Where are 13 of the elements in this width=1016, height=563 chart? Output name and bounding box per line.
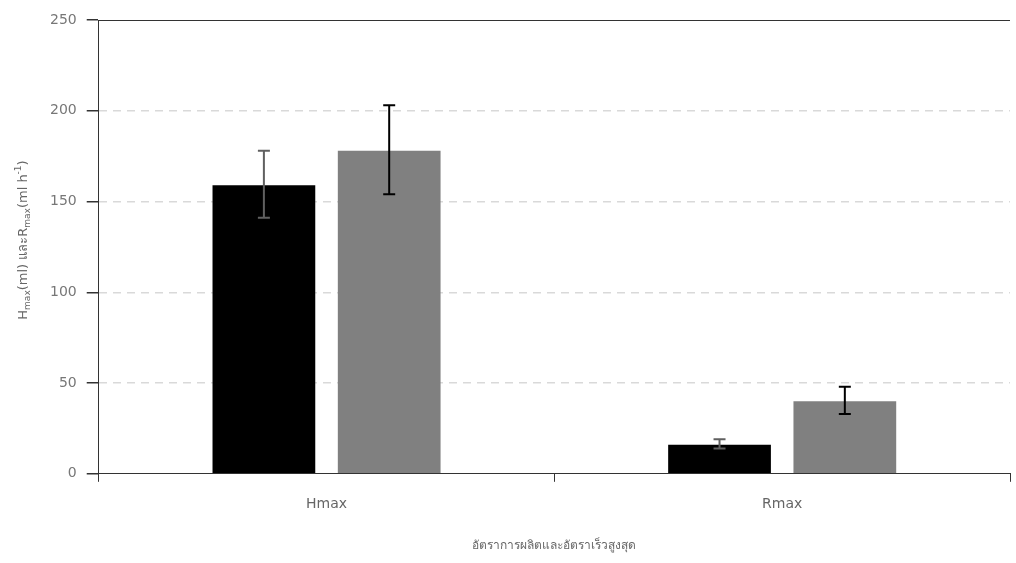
bar	[793, 401, 897, 474]
bar	[668, 444, 771, 474]
y-tick-label: 50	[58, 373, 77, 390]
y-tick-label: 0	[67, 464, 77, 481]
x-tick-label: Hmax	[306, 494, 348, 511]
y-tick-label: 150	[49, 192, 77, 209]
bar	[337, 150, 441, 474]
x-tick-label: Rmax	[762, 494, 803, 511]
y-tick-label: 100	[49, 282, 77, 299]
y-tick-label: 250	[49, 10, 77, 27]
x-axis-title: อัตราการผลิตและอัตราเร็วสูงสุด	[472, 536, 637, 553]
bar	[212, 185, 316, 474]
y-tick-label: 200	[49, 101, 77, 118]
